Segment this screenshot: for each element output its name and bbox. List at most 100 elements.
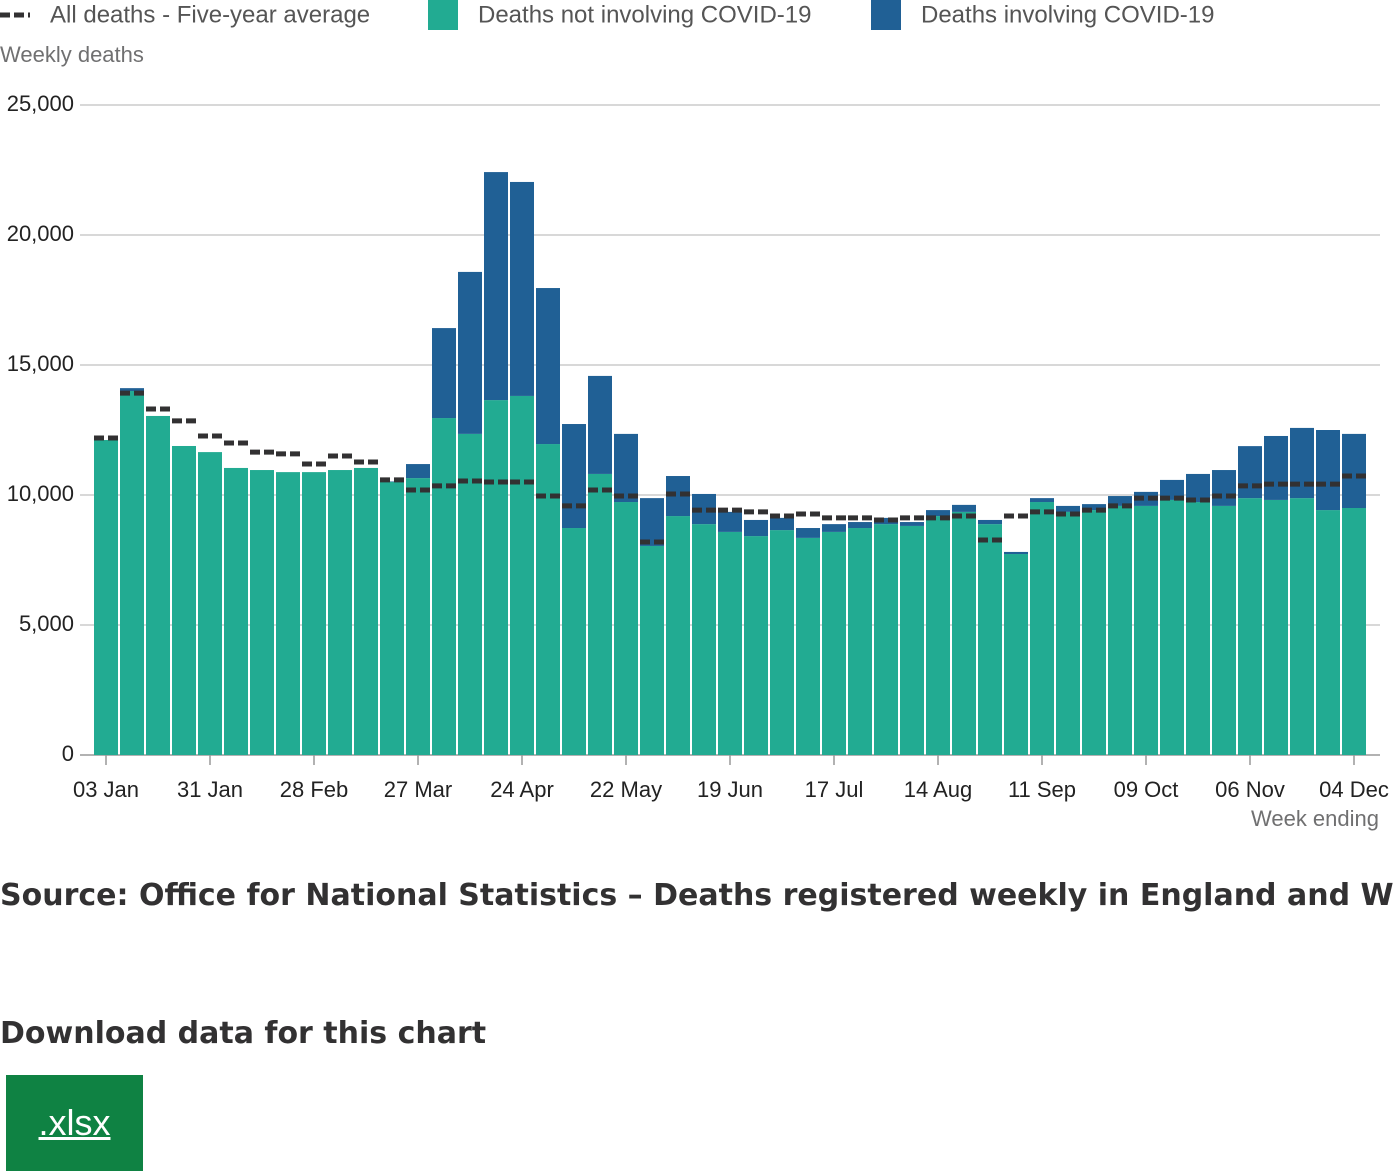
bar xyxy=(1264,499,1288,755)
bar xyxy=(900,522,924,526)
bar xyxy=(588,375,612,474)
bar xyxy=(1004,551,1028,555)
x-tick-label: 17 Jul xyxy=(805,777,864,802)
chart: Weekly deaths Week ending 0 5,000 10,000 15… xyxy=(0,0,1389,831)
bar xyxy=(1186,473,1210,503)
bar xyxy=(1004,554,1028,755)
bar xyxy=(458,271,482,434)
bar xyxy=(822,524,846,532)
x-axis-label: Week ending xyxy=(1251,806,1379,831)
bar xyxy=(978,524,1002,755)
legend-label: Deaths not involving COVID-19 xyxy=(478,1,812,28)
x-tick-label: 11 Sep xyxy=(1008,777,1076,802)
bar xyxy=(796,537,820,755)
bar xyxy=(718,511,742,532)
bar xyxy=(484,172,508,401)
bar xyxy=(1212,505,1236,755)
x-tick-label: 14 Aug xyxy=(904,777,973,802)
bar xyxy=(1290,498,1314,755)
bar xyxy=(952,511,976,755)
bar xyxy=(1238,446,1262,499)
bar xyxy=(380,481,404,482)
bar xyxy=(276,472,300,755)
bar xyxy=(770,517,794,531)
bar xyxy=(432,328,456,419)
download-heading: Download data for this chart xyxy=(0,1016,487,1051)
bar xyxy=(432,418,456,755)
bar xyxy=(172,445,196,755)
download-button[interactable]: .xlsx xyxy=(6,1075,143,1171)
bar xyxy=(1160,479,1184,500)
bar xyxy=(1238,498,1262,755)
bar xyxy=(354,467,378,755)
bar xyxy=(1082,504,1106,511)
y-tick-label: 25,000 xyxy=(7,91,74,116)
bar xyxy=(588,473,612,755)
bar xyxy=(380,482,404,755)
bar xyxy=(328,470,352,755)
bar xyxy=(302,472,326,755)
x-tick-label: 09 Oct xyxy=(1114,777,1179,802)
bar xyxy=(1264,435,1288,500)
bar xyxy=(770,530,794,755)
bar xyxy=(1342,433,1366,508)
bar xyxy=(874,517,898,525)
bar xyxy=(1056,511,1080,755)
bar xyxy=(1030,502,1054,755)
bar xyxy=(848,528,872,755)
y-axis-label: Weekly deaths xyxy=(0,42,144,67)
bar xyxy=(1134,505,1158,755)
bar xyxy=(744,536,768,755)
bar xyxy=(562,528,586,755)
x-tick-label: 28 Feb xyxy=(280,777,349,802)
legend-label: Deaths involving COVID-19 xyxy=(921,1,1214,28)
bar xyxy=(666,516,690,755)
legend-label: All deaths - Five-year average xyxy=(50,1,370,28)
bar xyxy=(692,524,716,755)
bar xyxy=(1316,430,1340,511)
y-tick-label: 10,000 xyxy=(7,481,74,506)
bar xyxy=(198,452,222,755)
x-tick-label: 27 Mar xyxy=(384,777,452,802)
bar xyxy=(146,415,170,755)
legend-swatch xyxy=(428,0,458,30)
x-tick-label: 06 Nov xyxy=(1215,777,1285,802)
bar xyxy=(1134,491,1158,506)
bar xyxy=(1186,502,1210,755)
y-tick-label: 0 xyxy=(62,741,74,766)
bar xyxy=(1082,510,1106,755)
bar xyxy=(1056,505,1080,512)
bar xyxy=(484,400,508,755)
bar xyxy=(900,525,924,755)
x-tick-label: 24 Apr xyxy=(490,777,554,802)
y-tick-label: 5,000 xyxy=(19,611,74,636)
x-tick-label: 03 Jan xyxy=(73,777,139,802)
bar xyxy=(1342,508,1366,755)
bar xyxy=(120,388,144,391)
bar xyxy=(978,519,1002,525)
y-tick-label: 15,000 xyxy=(7,351,74,376)
bar xyxy=(1108,505,1132,755)
bar xyxy=(744,519,768,537)
bar xyxy=(614,502,638,755)
bar xyxy=(1030,498,1054,503)
bar xyxy=(718,531,742,755)
bar xyxy=(536,444,560,755)
source: Source: Office for National Statistics –… xyxy=(0,878,1393,913)
bar xyxy=(640,498,664,546)
legend-swatch xyxy=(871,0,901,30)
bar xyxy=(1212,470,1236,506)
bar xyxy=(952,504,976,512)
bar xyxy=(1160,499,1184,755)
bar xyxy=(510,181,534,396)
bar xyxy=(562,424,586,529)
bar xyxy=(926,516,950,755)
bar xyxy=(1316,510,1340,755)
y-tick-label: 20,000 xyxy=(7,221,74,246)
bar xyxy=(874,524,898,755)
x-tick-label: 22 May xyxy=(590,777,662,802)
bar xyxy=(536,288,560,445)
bar xyxy=(1108,496,1132,506)
bar xyxy=(822,531,846,755)
